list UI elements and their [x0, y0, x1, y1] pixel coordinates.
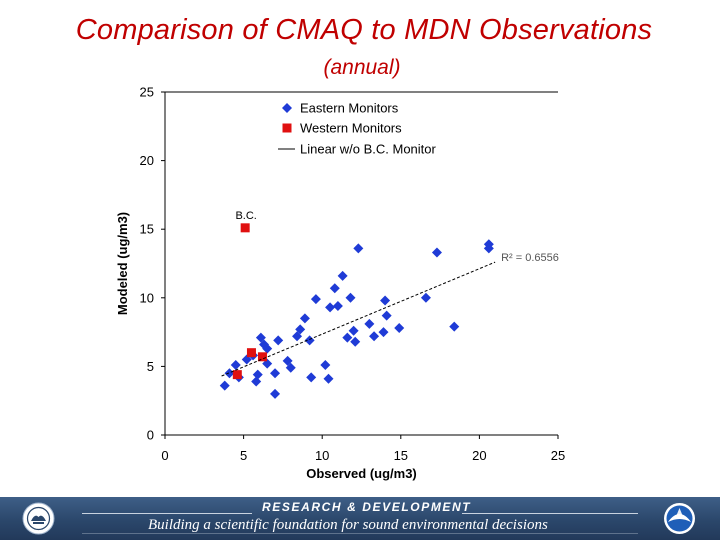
x-tick-label: 5 [240, 448, 247, 463]
western-monitor-point [240, 223, 250, 233]
x-tick-label: 0 [161, 448, 168, 463]
western-monitor-point [257, 352, 267, 362]
slide-subtitle: (annual) [323, 56, 401, 79]
eastern-monitor-point [348, 325, 359, 336]
eastern-monitor-point [270, 368, 281, 379]
noaa-logo-icon [664, 503, 695, 534]
eastern-monitor-point [350, 336, 361, 347]
legend-label-eastern: Eastern Monitors [300, 101, 399, 116]
eastern-monitor-point [380, 295, 391, 306]
x-tick-label: 25 [551, 448, 565, 463]
y-tick-label: 5 [147, 359, 154, 374]
footer-bar: RESEARCH & DEVELOPMENT Building a scient… [0, 497, 720, 540]
footer-tagline: Building a scientific foundation for sou… [148, 517, 548, 533]
legend-marker-western [282, 123, 292, 133]
eastern-monitor-point [304, 335, 315, 346]
slide-title: Comparison of CMAQ to MDN Observations [75, 14, 653, 46]
legend-label-western: Western Monitors [300, 121, 402, 136]
eastern-monitor-point [353, 243, 364, 254]
eastern-monitor-point [299, 313, 310, 324]
eastern-monitor-point [230, 360, 241, 371]
r-squared-annotation: R² = 0.6556 [501, 252, 559, 264]
eastern-monitor-point [329, 283, 340, 294]
footer-rule-bottom [82, 533, 638, 534]
legend-label-trendline: Linear w/o B.C. Monitor [300, 142, 437, 157]
eastern-monitor-point [420, 292, 431, 303]
y-tick-label: 25 [140, 85, 154, 100]
eastern-monitor-point [285, 362, 296, 373]
eastern-monitor-point [342, 332, 353, 343]
eastern-monitor-point [306, 372, 317, 383]
eastern-monitor-point [332, 301, 343, 312]
eastern-monitor-point [369, 331, 380, 342]
eastern-monitor-point [431, 247, 442, 258]
scatter-chart: 0 5 10 15 20 25 0 5 10 15 20 25 Observed (ug/m3) Mode… [115, 85, 565, 482]
eastern-monitor-point [320, 360, 331, 371]
eastern-monitor-point [255, 332, 266, 343]
y-tick-label: 0 [147, 428, 154, 443]
eastern-monitor-point [323, 373, 334, 384]
legend-marker-eastern [282, 103, 292, 113]
eastern-monitor-point [295, 324, 306, 335]
epa-seal-icon [22, 502, 55, 535]
y-tick-label: 15 [140, 222, 154, 237]
eastern-monitor-point [449, 321, 460, 332]
eastern-monitor-point [381, 310, 392, 321]
bc-annotation: B.C. [235, 210, 256, 222]
eastern-monitor-point [337, 270, 348, 281]
y-tick-label: 10 [140, 290, 154, 305]
eastern-monitor-point [219, 380, 230, 391]
footer-rule-right [462, 513, 638, 514]
eastern-monitor-point [483, 239, 494, 250]
western-monitor-point [232, 370, 242, 380]
western-monitor-point [246, 348, 256, 358]
x-axis-label: Observed (ug/m3) [306, 466, 417, 481]
footer-rule-left [82, 513, 252, 514]
eastern-monitor-point [378, 327, 389, 338]
eastern-monitor-point [345, 292, 356, 303]
eastern-monitor-point [310, 294, 321, 305]
eastern-monitor-point [252, 369, 263, 380]
footer-heading: RESEARCH & DEVELOPMENT [262, 500, 472, 514]
x-tick-label: 15 [394, 448, 408, 463]
eastern-monitor-point [251, 376, 262, 387]
trendline [221, 261, 496, 377]
eastern-monitor-point [325, 302, 336, 313]
eastern-monitor-point [270, 388, 281, 399]
eastern-monitor-point [273, 335, 284, 346]
eastern-monitor-point [364, 318, 375, 329]
x-tick-label: 20 [472, 448, 486, 463]
eastern-monitor-point [262, 343, 273, 354]
y-axis-label: Modeled (ug/m3) [115, 212, 130, 315]
y-tick-label: 20 [140, 153, 154, 168]
x-tick-label: 10 [315, 448, 329, 463]
eastern-monitor-point [394, 322, 405, 333]
eastern-monitor-point [224, 368, 235, 379]
eastern-monitor-point [282, 355, 293, 366]
eastern-monitor-point [292, 331, 303, 342]
